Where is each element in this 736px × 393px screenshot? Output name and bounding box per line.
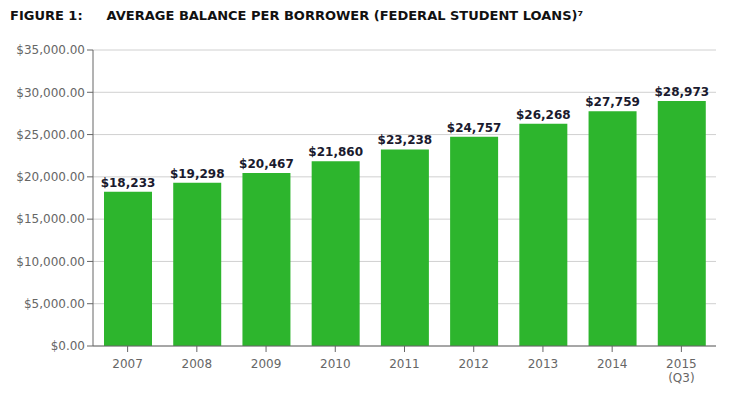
svg-text:$26,268: $26,268 — [516, 108, 571, 122]
svg-text:2015(Q3): 2015(Q3) — [666, 357, 697, 385]
svg-text:$27,759: $27,759 — [585, 95, 640, 109]
svg-text:$28,973: $28,973 — [654, 85, 709, 99]
svg-text:$20,467: $20,467 — [239, 157, 294, 171]
svg-text:$35,000.00: $35,000.00 — [16, 43, 85, 57]
svg-text:$25,000.00: $25,000.00 — [16, 128, 85, 142]
svg-text:$10,000.00: $10,000.00 — [16, 255, 85, 269]
svg-text:$21,860: $21,860 — [308, 145, 363, 159]
svg-text:$18,233: $18,233 — [101, 176, 156, 190]
svg-text:$19,298: $19,298 — [170, 167, 225, 181]
svg-text:2010: 2010 — [320, 357, 351, 371]
svg-text:2009: 2009 — [251, 357, 282, 371]
svg-text:$0.00: $0.00 — [51, 339, 85, 353]
svg-text:$15,000.00: $15,000.00 — [16, 212, 85, 226]
svg-text:$20,000.00: $20,000.00 — [16, 170, 85, 184]
html-text:AVERAGE BALANCE PER BORROWER (: AVERAGE BALANCE PER BORROWER (FEDERAL ST… — [106, 7, 584, 23]
html-text:FIGURE 1:: FIGURE 1: — [10, 7, 83, 23]
svg-text:2007: 2007 — [112, 357, 143, 371]
svg-text:$5,000.00: $5,000.00 — [24, 297, 85, 311]
svg-text:$24,757: $24,757 — [447, 121, 502, 135]
svg-text:2011: 2011 — [389, 357, 420, 371]
svg-text:$23,238: $23,238 — [378, 133, 433, 147]
svg-text:2013: 2013 — [528, 357, 559, 371]
svg-text:2014: 2014 — [597, 357, 628, 371]
svg-text:2012: 2012 — [458, 357, 489, 371]
svg-text:$30,000.00: $30,000.00 — [16, 86, 85, 100]
svg-text:2008: 2008 — [182, 357, 213, 371]
